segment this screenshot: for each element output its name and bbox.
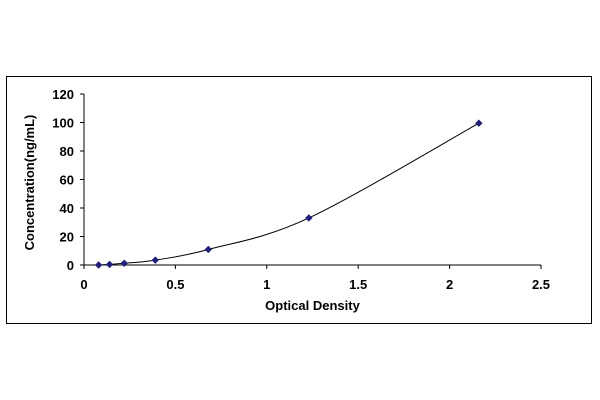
fit-curve — [98, 122, 480, 266]
data-point — [475, 119, 483, 127]
y-tick-label: 60 — [60, 173, 74, 188]
y-tick-label: 80 — [60, 144, 74, 159]
x-tick-label: 2 — [446, 277, 453, 292]
y-axis-title: Concentration(ng/mL) — [22, 115, 37, 251]
data-point — [94, 261, 103, 269]
y-tick-label: 120 — [52, 87, 74, 102]
x-tick-label: 1 — [263, 277, 270, 292]
x-tick-label: 0 — [80, 277, 87, 292]
data-point — [151, 256, 159, 264]
data-points — [94, 119, 483, 269]
y-tick-label: 40 — [60, 201, 74, 216]
x-ticks: 0 0.5 1 1.5 2 2.5 — [80, 265, 550, 292]
data-point — [120, 259, 128, 267]
y-tick-label: 20 — [60, 230, 74, 245]
y-tick-label: 0 — [67, 258, 74, 273]
x-tick-label: 0.5 — [166, 277, 184, 292]
x-tick-label: 1.5 — [349, 277, 367, 292]
data-point — [204, 245, 213, 254]
x-axis-title: Optical Density — [265, 298, 360, 313]
axes — [83, 94, 541, 266]
x-tick-label: 2.5 — [532, 277, 550, 292]
data-point — [105, 260, 114, 269]
chart-frame — [6, 76, 592, 324]
data-point — [305, 214, 313, 222]
y-ticks: 0 20 40 60 80 100 120 — [52, 87, 84, 273]
y-tick-label: 100 — [52, 116, 74, 131]
